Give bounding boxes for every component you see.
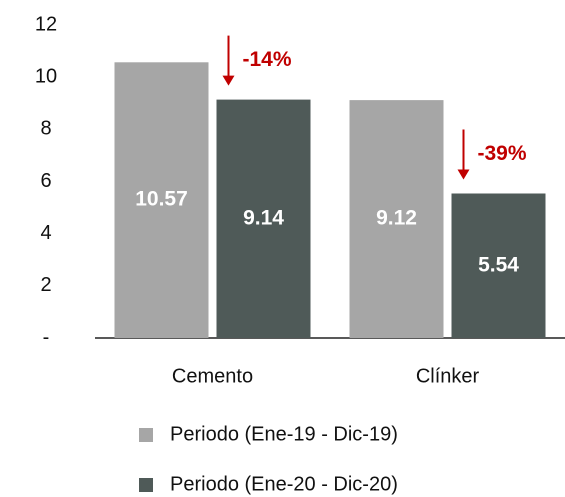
annotation-arrowhead: [222, 75, 235, 86]
bar: [114, 62, 209, 339]
value-label: 5.54: [478, 253, 519, 276]
bar: [349, 100, 444, 339]
value-label: 10.57: [135, 188, 188, 211]
y-tick-label: 6: [40, 170, 51, 192]
y-tick-label: 2: [40, 274, 51, 296]
y-tick-label: 8: [40, 118, 51, 140]
x-tick-label: Clínker: [416, 365, 480, 387]
legend-swatch: [139, 428, 153, 442]
legend-swatch: [139, 478, 153, 492]
annotation: -39%: [478, 142, 527, 165]
bar: [451, 193, 546, 338]
value-label: 9.12: [376, 207, 417, 230]
y-tick-label: -: [43, 326, 50, 348]
y-tick-label: 10: [35, 65, 57, 87]
annotation-arrowhead: [457, 169, 470, 180]
legend-label: Periodo (Ene-19 - Dic-19): [170, 423, 398, 445]
bar: [216, 99, 311, 339]
x-tick-label: Cemento: [172, 365, 253, 387]
annotation: -14%: [243, 48, 292, 71]
y-tick-label: 4: [40, 222, 51, 244]
value-label: 9.14: [243, 206, 284, 229]
legend-label: Periodo (Ene-20 - Dic-20): [170, 473, 398, 495]
y-tick-label: 12: [35, 13, 57, 35]
